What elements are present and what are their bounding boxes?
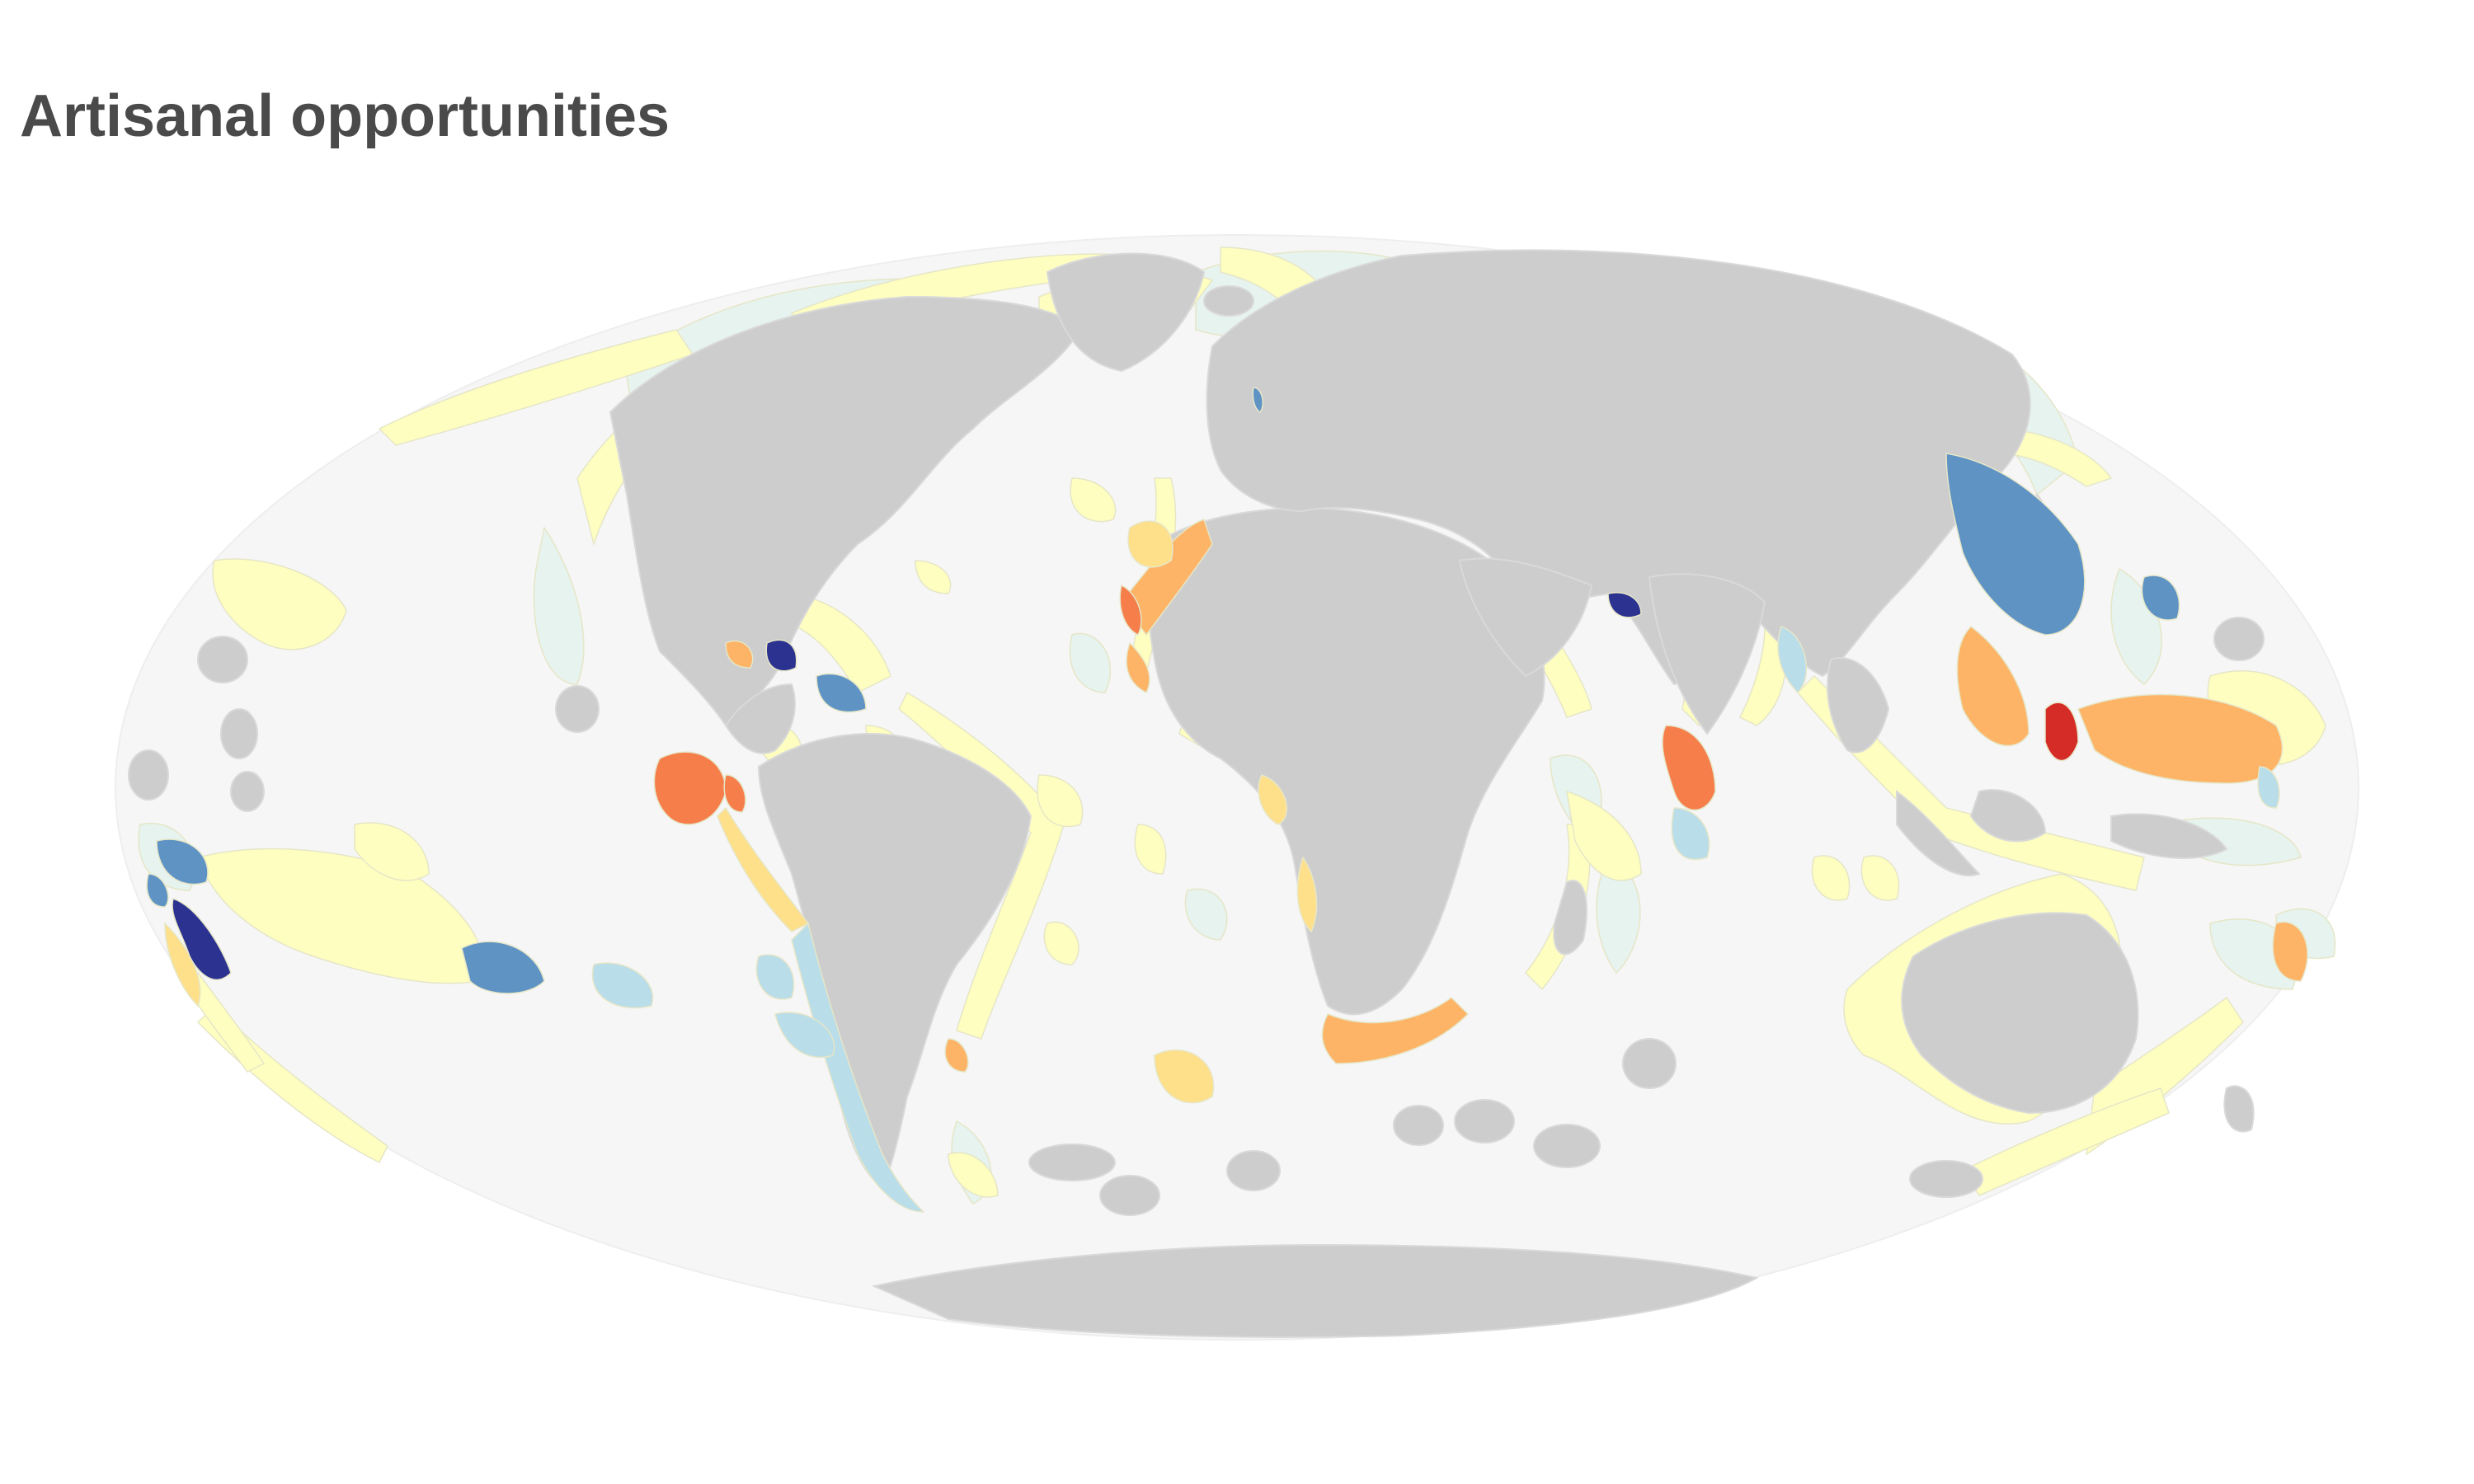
- eez-galapagos: [653, 751, 727, 825]
- eez-sri-lanka-maldives: [1662, 725, 1716, 811]
- eez-chile-south: [944, 1038, 969, 1073]
- eez-bay-bengal: [1777, 626, 1808, 694]
- eez-pakistan: [1607, 592, 1642, 618]
- eez-hawaii-blue: [156, 838, 209, 885]
- map-title: Artisanal opportunities: [20, 83, 670, 149]
- land-madagascar: [1553, 880, 1587, 956]
- land-arabia: [1458, 557, 1593, 678]
- eez-pacific-light-blue: [591, 962, 654, 1009]
- eez-west-africa: [1126, 641, 1150, 694]
- eez-hawaii-blue-2: [146, 873, 169, 908]
- land-greenland: [1046, 252, 1206, 373]
- eez-chile-islands-2: [774, 1012, 835, 1059]
- eez-pacific-islands-blue: [461, 941, 545, 994]
- land-india: [1648, 573, 1766, 735]
- land-north-america: [609, 295, 1082, 727]
- eez-south-africa: [1321, 997, 1470, 1064]
- eez-mexico-gulf: [725, 640, 754, 669]
- land-borneo: [1969, 789, 2047, 843]
- eez-new-guinea-area: [2077, 693, 2284, 784]
- eez-canary: [1127, 520, 1174, 568]
- eez-peru: [717, 806, 810, 932]
- eez-hawaii-south: [164, 922, 201, 1007]
- eez-philippines: [1956, 626, 2030, 747]
- land-southeast-asia: [1827, 657, 1890, 754]
- eez-ecuador: [723, 774, 746, 813]
- land-new-zealand: [2223, 1085, 2255, 1133]
- eez-japan: [1945, 453, 2086, 636]
- eez-marshall: [2257, 766, 2280, 809]
- eez-angola: [1296, 856, 1318, 933]
- land-central-america: [724, 683, 796, 754]
- land-sumatra: [1896, 789, 1981, 876]
- eez-caribbean-blue: [816, 673, 867, 713]
- scored-eez-layer: [146, 387, 2308, 1213]
- eez-denmark: [1252, 387, 1263, 414]
- land-australia: [1901, 912, 2139, 1115]
- eez-coral-sea: [2272, 921, 2308, 982]
- eez-hawaii-navy: [172, 898, 232, 980]
- eez-palau: [2044, 702, 2079, 762]
- eez-maldives-south: [1671, 807, 1710, 861]
- eez-tristan: [1154, 1050, 1215, 1104]
- eez-chile-islands: [755, 954, 795, 1000]
- land-africa: [1147, 507, 1545, 1016]
- eez-cuba: [765, 639, 797, 672]
- eez-japan-east: [2141, 575, 2180, 621]
- land-layer: [128, 249, 2265, 1338]
- eez-gulf-guinea: [1258, 774, 1287, 825]
- land-eurasia: [1206, 249, 2031, 686]
- land-antarctica: [871, 1243, 1759, 1338]
- land-new-guinea: [2110, 813, 2228, 859]
- eez-mauritania: [1119, 584, 1142, 636]
